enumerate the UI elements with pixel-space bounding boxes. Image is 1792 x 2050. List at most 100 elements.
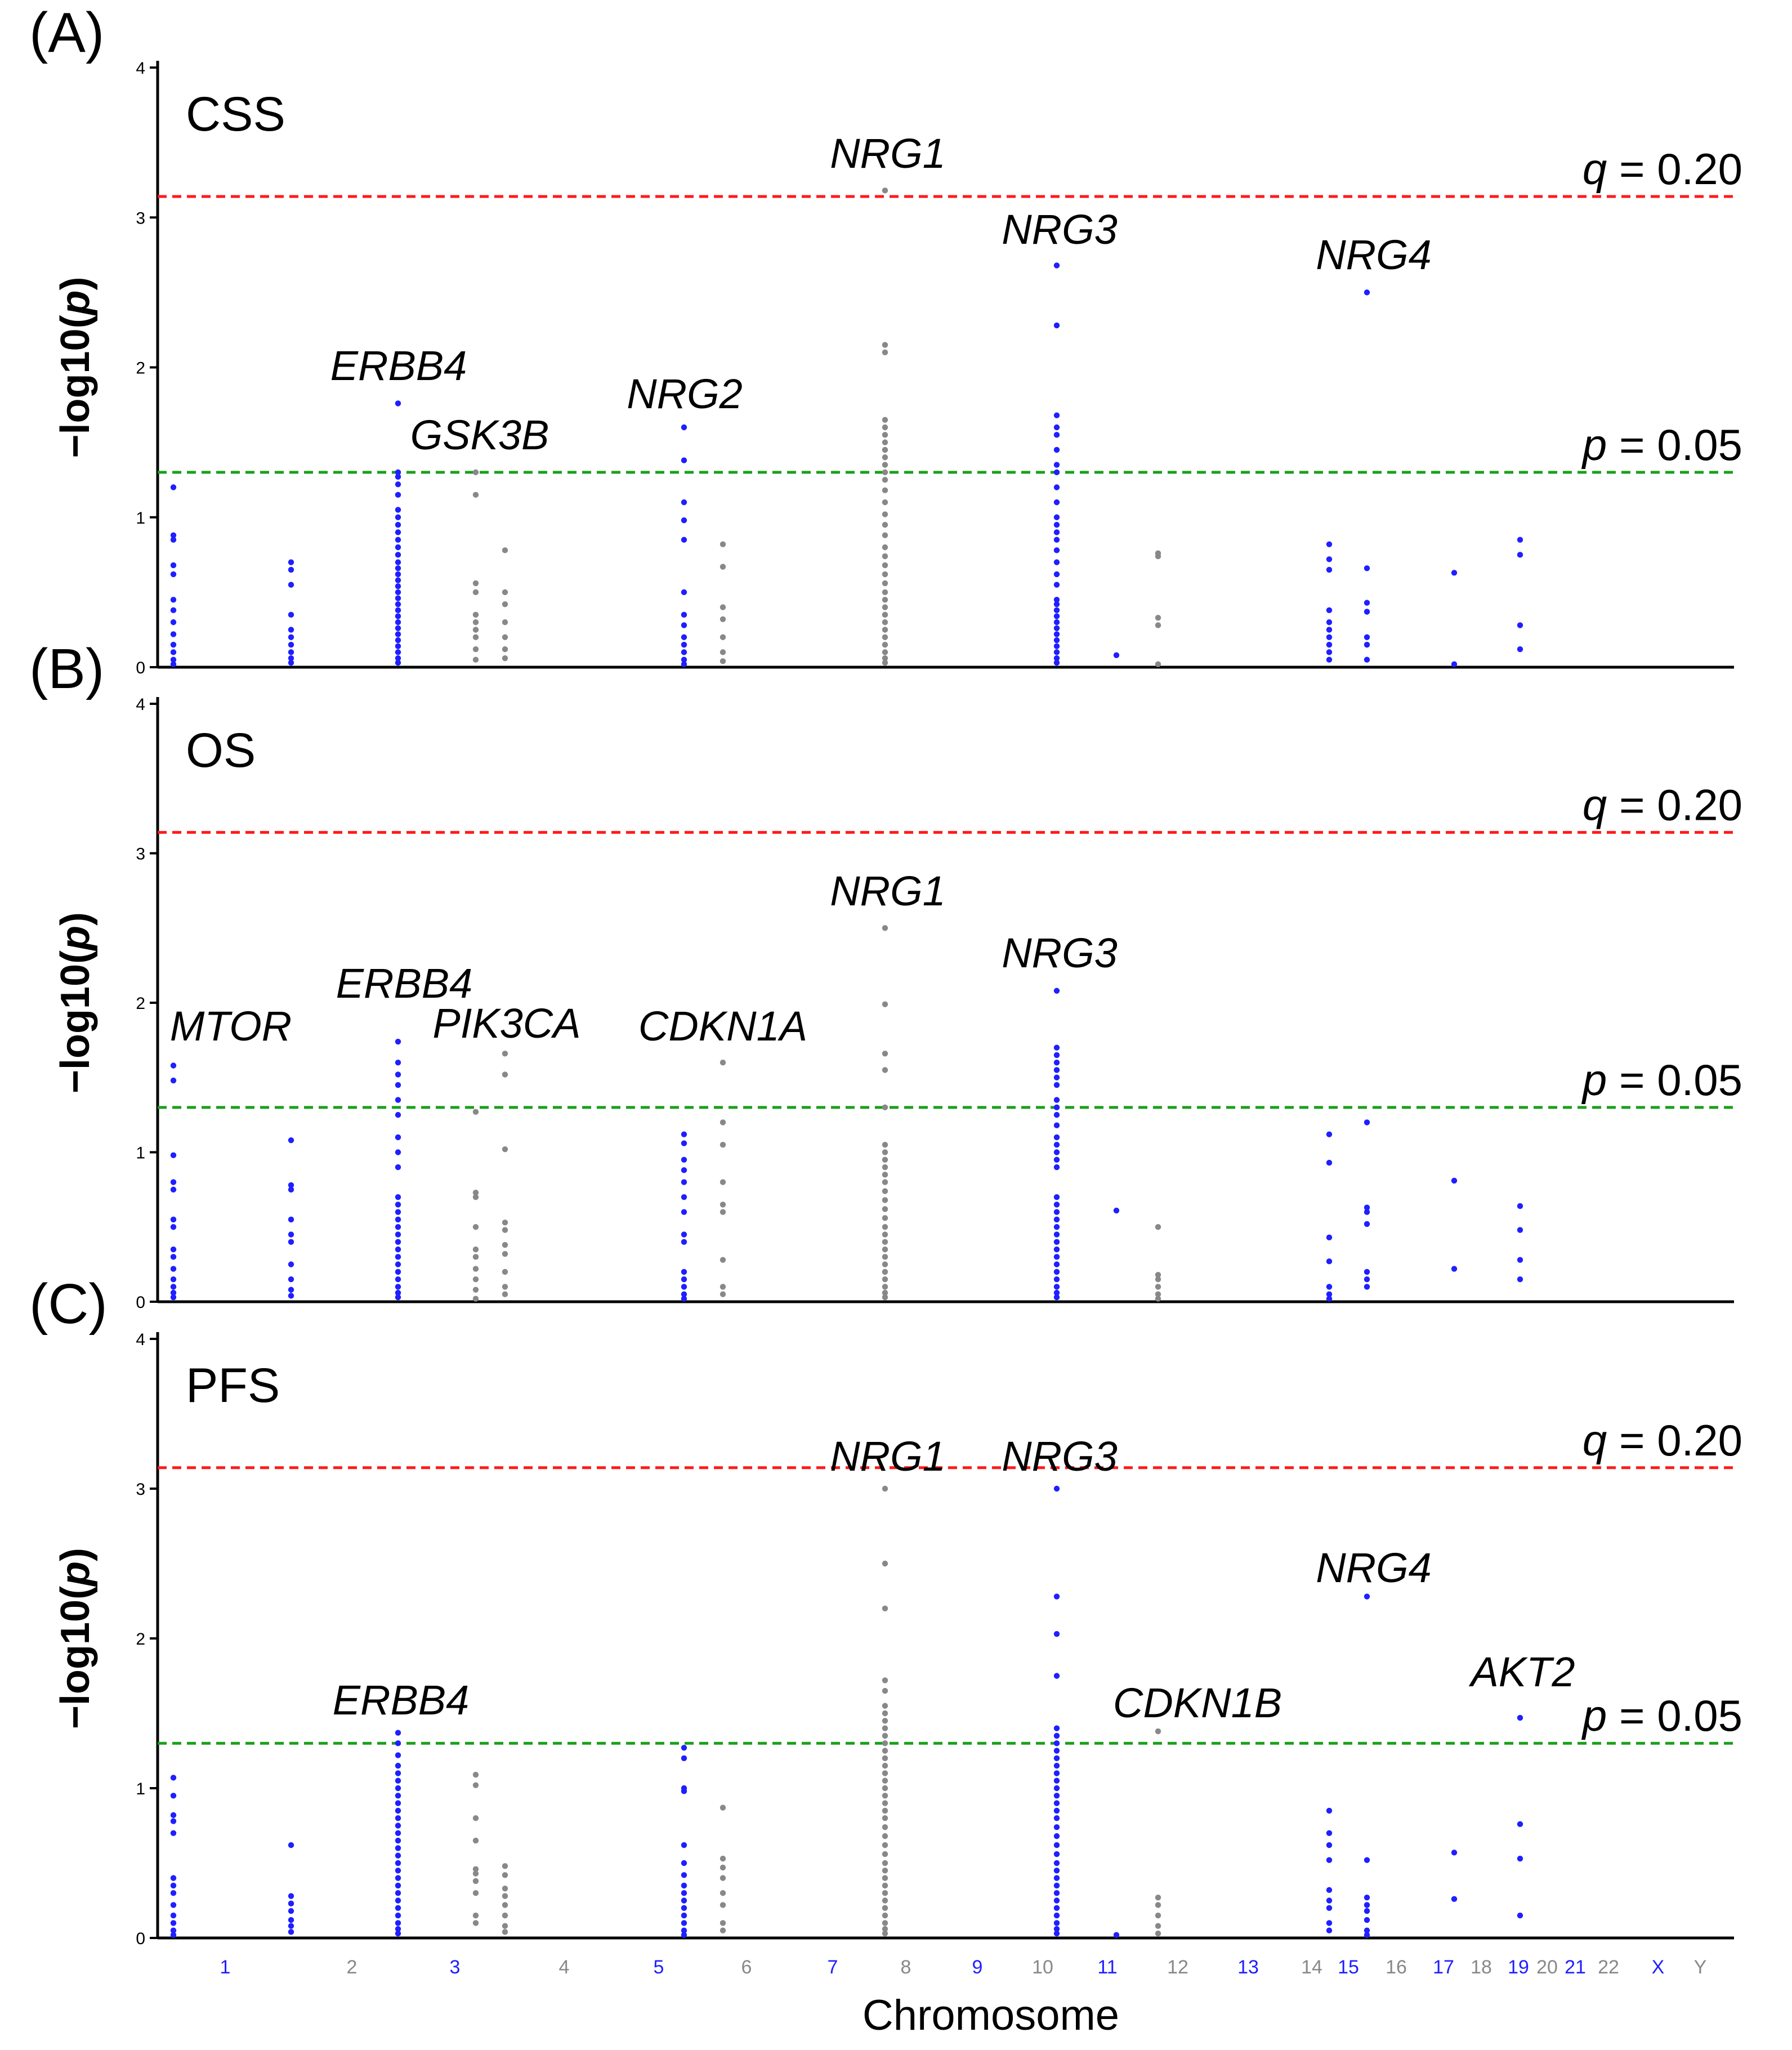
gene-label: NRG2 xyxy=(627,370,743,417)
data-point xyxy=(1364,1221,1370,1227)
data-point xyxy=(1053,1833,1060,1839)
data-point xyxy=(288,659,294,666)
data-point xyxy=(395,1097,401,1103)
gene-points-tp53 xyxy=(1451,1177,1458,1272)
data-point xyxy=(1053,1052,1060,1059)
gene-points-nrg4 xyxy=(1364,289,1370,663)
data-point xyxy=(882,1172,888,1178)
chromosome-label: 20 xyxy=(1536,1957,1558,1978)
data-point xyxy=(1364,1902,1370,1908)
data-point xyxy=(681,537,687,543)
data-point xyxy=(288,1923,294,1929)
y-tick-label: 4 xyxy=(136,1330,145,1349)
data-point xyxy=(1155,1930,1161,1937)
data-point xyxy=(1155,553,1161,560)
gene-points-erbb4 xyxy=(395,400,401,666)
data-point xyxy=(1326,1897,1333,1904)
data-point xyxy=(1053,1725,1060,1731)
data-point xyxy=(395,637,401,644)
data-point xyxy=(1053,484,1060,490)
gene-points-nrg1 xyxy=(882,1485,888,1937)
data-point xyxy=(1364,1908,1370,1914)
data-point xyxy=(1364,641,1370,648)
data-point xyxy=(1053,625,1060,631)
data-point xyxy=(882,1142,888,1148)
data-point xyxy=(882,454,888,461)
data-point xyxy=(395,1875,401,1881)
data-point xyxy=(395,659,401,666)
data-point xyxy=(1053,1216,1060,1223)
data-point xyxy=(502,1923,508,1929)
data-point xyxy=(681,1744,687,1751)
data-point xyxy=(1053,1104,1060,1111)
data-point xyxy=(395,1793,401,1799)
y-tick-label: 1 xyxy=(136,1780,145,1798)
data-point xyxy=(1155,1284,1161,1290)
data-point xyxy=(1364,656,1370,663)
gene-label: NRG1 xyxy=(830,130,946,177)
data-point xyxy=(395,1082,401,1088)
data-point xyxy=(1053,462,1060,468)
data-point xyxy=(882,1930,888,1937)
gene-points-mtor xyxy=(170,1775,177,1938)
gene-points-nrg2 xyxy=(681,424,687,667)
data-point xyxy=(1053,1060,1060,1066)
data-point xyxy=(882,446,888,453)
data-point xyxy=(472,1912,479,1919)
data-point xyxy=(1053,1755,1060,1761)
data-point xyxy=(1517,1227,1523,1233)
data-point xyxy=(882,1800,888,1806)
q-threshold-label: q = 0.20 xyxy=(1583,1415,1742,1465)
data-point xyxy=(681,1932,687,1938)
chromosome-label: 10 xyxy=(1032,1957,1053,1978)
data-point xyxy=(681,1788,687,1794)
y-tick-label: 0 xyxy=(136,659,145,677)
data-point xyxy=(681,634,687,640)
data-point xyxy=(395,1216,401,1223)
data-point xyxy=(1053,1231,1060,1238)
data-point xyxy=(288,1182,294,1189)
data-point xyxy=(1364,1269,1370,1275)
data-point xyxy=(1364,600,1370,606)
p-threshold-label: p = 0.05 xyxy=(1581,1055,1742,1105)
data-point xyxy=(395,565,401,571)
data-point xyxy=(395,1912,401,1919)
data-point xyxy=(681,1167,687,1173)
data-point xyxy=(395,1038,401,1045)
data-point xyxy=(288,1239,294,1245)
data-point xyxy=(472,646,479,653)
data-point xyxy=(681,499,687,506)
p-threshold-label: p = 0.05 xyxy=(1581,420,1742,470)
data-point xyxy=(1364,1209,1370,1215)
data-point xyxy=(395,625,401,631)
gene-label: ERBB4 xyxy=(330,342,467,389)
data-point xyxy=(170,1224,177,1230)
data-point xyxy=(395,1261,401,1267)
data-point xyxy=(681,1872,687,1878)
gene-points-nrg3 xyxy=(1053,988,1060,1301)
gene-points-nrg1 xyxy=(882,187,888,666)
data-point xyxy=(502,1886,508,1892)
data-point xyxy=(681,1905,687,1911)
data-point xyxy=(1326,627,1333,633)
data-point xyxy=(882,532,888,538)
data-point xyxy=(395,1239,401,1245)
data-point xyxy=(681,649,687,655)
data-point xyxy=(472,656,479,663)
data-point xyxy=(1155,1894,1161,1901)
data-point xyxy=(395,1164,401,1171)
data-point xyxy=(395,469,401,476)
gene-points-cdkn1b xyxy=(1155,1728,1161,1937)
data-point xyxy=(1053,607,1060,614)
data-point xyxy=(882,1920,888,1926)
data-point xyxy=(170,596,177,603)
data-point xyxy=(395,1060,401,1066)
data-point xyxy=(472,1890,479,1896)
data-point xyxy=(395,1149,401,1155)
data-point xyxy=(882,1710,888,1717)
y-axis-label-p: p xyxy=(53,926,98,952)
data-point xyxy=(472,1224,479,1230)
data-point xyxy=(472,1815,479,1821)
